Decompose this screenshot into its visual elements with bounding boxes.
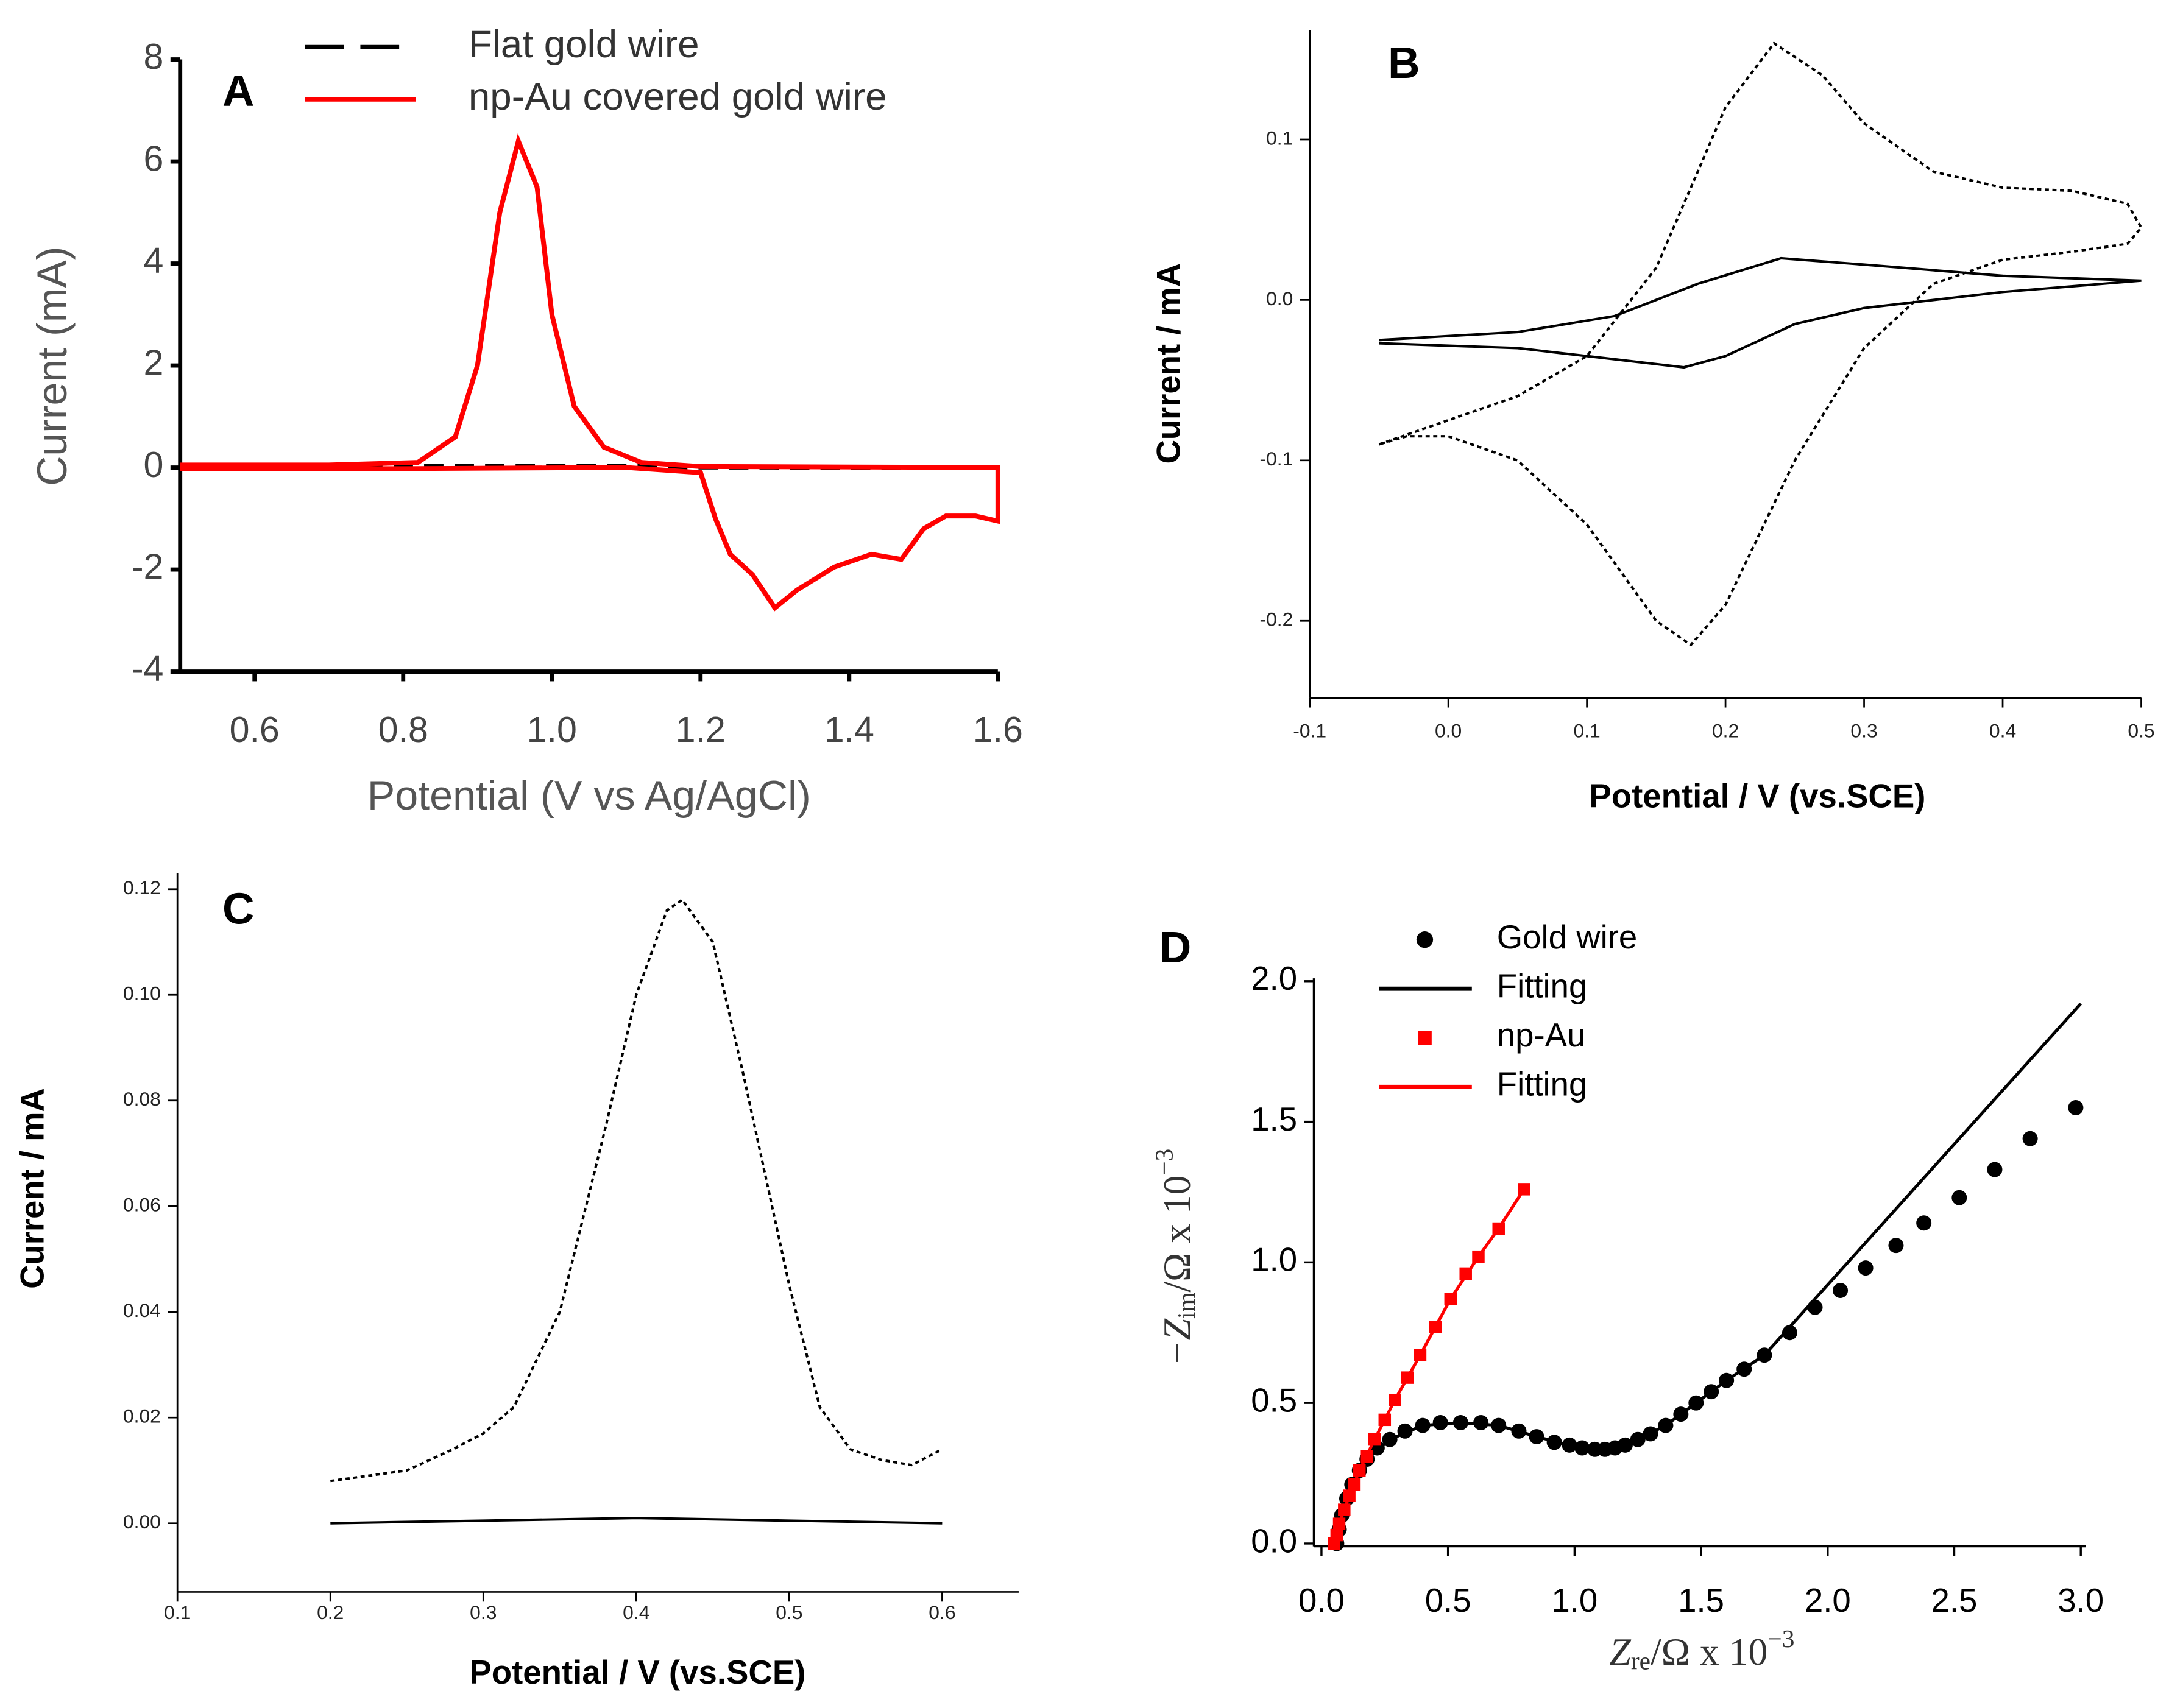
data-point — [1888, 1238, 1904, 1254]
y-tick-label: 6 — [144, 139, 164, 179]
x-tick-label: 0.0 — [1298, 1582, 1345, 1619]
data-point — [2068, 1100, 2084, 1115]
x-tick-label: 0.4 — [1989, 720, 2016, 742]
x-tick-label: 0.5 — [2128, 720, 2154, 742]
x-tick-label: 0.0 — [1435, 720, 1462, 742]
label-base: Z — [1609, 1629, 1631, 1673]
x-tick-label: 0.3 — [1850, 720, 1877, 742]
y-tick-label: 0 — [144, 445, 164, 485]
x-tick-label: 1.0 — [1551, 1582, 1598, 1619]
y-label: −Zim/Ω x 10−3 — [1150, 1149, 1200, 1367]
y-tick-label: 1.0 — [1251, 1241, 1297, 1279]
legend-label: Fitting — [1497, 968, 1588, 1005]
y-tick-label: 2 — [144, 343, 164, 383]
x-tick-label: 1.0 — [527, 710, 577, 750]
x-tick-label: 2.5 — [1931, 1582, 1978, 1619]
x-tick-label: -0.1 — [1293, 720, 1326, 742]
label-sub: re — [1631, 1647, 1651, 1675]
x-tick-label: 0.5 — [1425, 1582, 1471, 1619]
y-tick-label: 4 — [144, 241, 164, 281]
x-tick-label: 0.5 — [776, 1601, 802, 1623]
x-tick-label: 0.6 — [929, 1601, 955, 1623]
y-tick-label: -0.1 — [1259, 448, 1293, 470]
y-tick-label: 0.5 — [1251, 1382, 1297, 1419]
x-tick-label: 1.6 — [973, 710, 1023, 750]
y-label: Current / mA — [13, 1088, 51, 1289]
y-tick-label: -2 — [132, 547, 164, 587]
y-tick-label: 1.5 — [1251, 1101, 1297, 1138]
x-tick-label: 0.1 — [1573, 720, 1600, 742]
y-tick-label: 0.0 — [1266, 288, 1293, 309]
panel-label: C — [222, 884, 255, 934]
x-tick-label: 3.0 — [2058, 1582, 2104, 1619]
x-label: Potential / V (vs.SCE) — [1589, 778, 1925, 815]
panel-label: D — [1159, 923, 1192, 972]
label-rest: /Ω x 10 — [1651, 1629, 1767, 1673]
x-tick-label: 0.3 — [470, 1601, 497, 1623]
legend-label: np-Au covered gold wire — [469, 75, 887, 118]
x-tick-label: 1.5 — [1678, 1582, 1724, 1619]
y-label: Current (mA) — [29, 247, 76, 486]
y-tick-label: -4 — [132, 649, 164, 689]
series-line — [1335, 1003, 2082, 1544]
x-tick-label: 1.2 — [676, 710, 726, 750]
data-point — [2022, 1131, 2038, 1146]
legend-label: Flat gold wire — [469, 23, 699, 66]
y-label: Current / mA — [1150, 263, 1187, 464]
data-point — [1782, 1325, 1797, 1341]
data-point — [1951, 1190, 1967, 1205]
y-tick-label: 0.06 — [123, 1194, 161, 1216]
label-sub: im — [1172, 1292, 1200, 1319]
data-point — [1807, 1299, 1823, 1315]
y-tick-label: 0.12 — [123, 877, 161, 898]
series-line — [330, 898, 943, 1483]
data-point — [1916, 1215, 1932, 1231]
data-point — [1833, 1283, 1849, 1299]
panel-label: B — [1388, 38, 1420, 88]
x-tick-label: 1.4 — [824, 710, 874, 750]
series-line — [1378, 41, 2143, 647]
legend-label: Fitting — [1497, 1066, 1588, 1103]
legend-swatch — [1418, 1031, 1432, 1045]
label-base: −Z — [1155, 1318, 1198, 1366]
series-line — [1379, 256, 2142, 369]
series-line — [1332, 1188, 1526, 1544]
series-line — [180, 133, 1000, 612]
data-point — [1858, 1260, 1874, 1276]
y-tick-label: 2.0 — [1251, 960, 1297, 997]
x-tick-label: 0.2 — [317, 1601, 344, 1623]
x-label: Zre/Ω x 10−3 — [1609, 1625, 1794, 1675]
y-tick-label: 0.10 — [123, 983, 161, 1004]
legend-label: Gold wire — [1497, 919, 1638, 956]
x-tick-label: 0.1 — [164, 1601, 191, 1623]
legend-label: np-Au — [1497, 1017, 1586, 1054]
y-tick-label: 0.0 — [1251, 1522, 1297, 1559]
data-point — [1987, 1162, 2003, 1177]
y-tick-label: 0.1 — [1266, 127, 1293, 149]
series-line — [330, 1517, 943, 1525]
label-rest: /Ω x 10 — [1155, 1176, 1198, 1293]
x-tick-label: 0.2 — [1712, 720, 1739, 742]
y-tick-label: 0.08 — [123, 1088, 161, 1110]
x-tick-label: 2.0 — [1805, 1582, 1851, 1619]
y-tick-label: 0.00 — [123, 1511, 161, 1533]
x-label: Potential (V vs Ag/AgCl) — [367, 772, 811, 819]
x-tick-label: 0.6 — [230, 710, 280, 750]
y-tick-label: -0.2 — [1259, 609, 1293, 630]
y-tick-label: 8 — [144, 37, 164, 77]
panel-label: A — [222, 66, 255, 116]
legend-swatch — [1416, 931, 1434, 948]
y-tick-label: 0.04 — [123, 1299, 161, 1321]
y-tick-label: 0.02 — [123, 1405, 161, 1427]
x-label: Potential / V (vs.SCE) — [469, 1654, 805, 1691]
x-tick-label: 0.4 — [623, 1601, 649, 1623]
label-sup: −3 — [1767, 1625, 1794, 1653]
x-tick-label: 0.8 — [378, 710, 428, 750]
label-sup: −3 — [1150, 1149, 1178, 1176]
